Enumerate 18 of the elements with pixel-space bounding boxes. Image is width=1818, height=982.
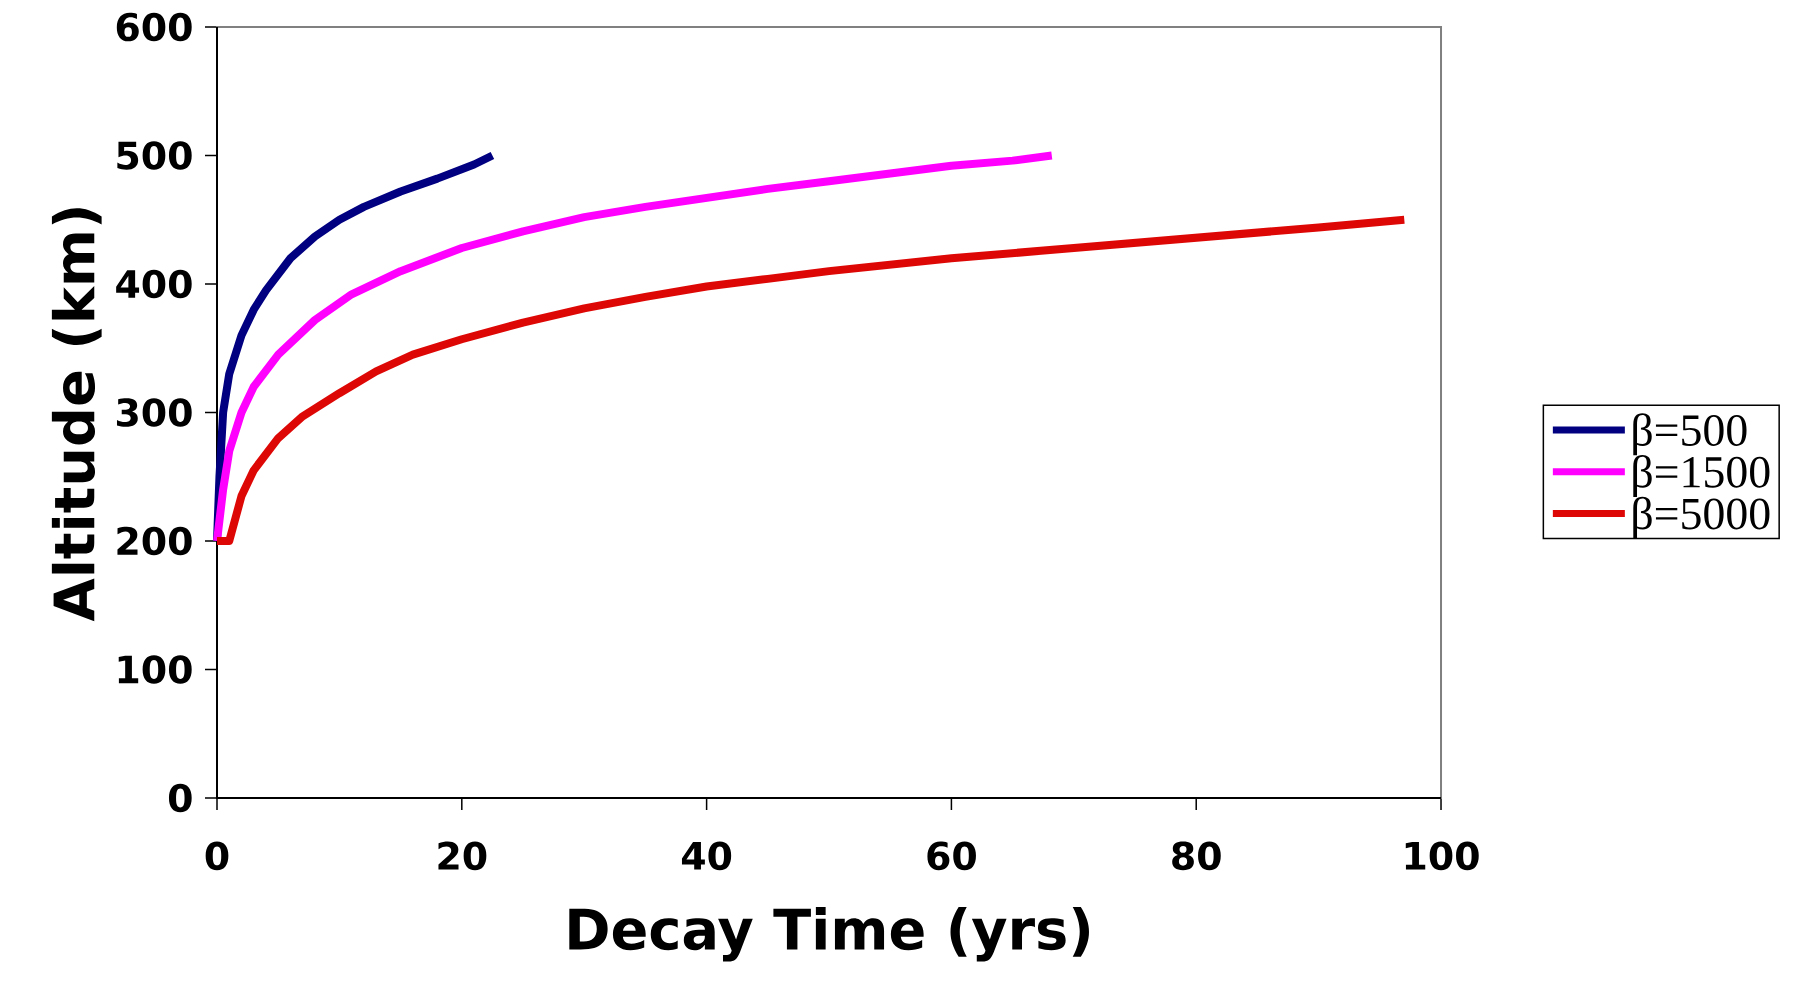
y-tick-label: 200 [117,526,192,556]
y-tick-label: 100 [118,655,192,684]
legend-label: β=5000 [1633,496,1770,539]
x-tick-label: 40 [681,841,732,871]
x-axis-title: Decay Time (yrs) [569,906,1089,962]
x-tick-label: 20 [438,841,487,871]
x-tick-label: 100 [1405,841,1479,871]
legend-label: β=1500 [1633,454,1770,497]
y-tick-label: 0 [168,783,192,813]
x-tick-label: 80 [1172,841,1221,871]
y-tick-label: 400 [116,269,192,299]
x-tick-label: 0 [205,841,229,871]
legend-label: β=500 [1633,413,1747,456]
y-tick-label: 600 [116,12,192,42]
x-tick-label: 60 [927,841,976,871]
y-tick-label: 300 [116,398,192,427]
y-axis-title: Altitude (km) [51,208,102,622]
y-tick-label: 500 [117,141,192,170]
